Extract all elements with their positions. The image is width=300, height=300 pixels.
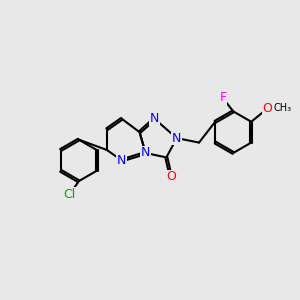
Text: CH₃: CH₃ [273,103,292,113]
Text: Cl: Cl [64,188,76,201]
Text: N: N [172,132,182,145]
Text: N: N [141,146,150,160]
Text: N: N [117,154,127,167]
Text: F: F [219,92,226,104]
Text: O: O [166,170,176,183]
Text: N: N [150,112,159,125]
Text: O: O [263,102,272,115]
